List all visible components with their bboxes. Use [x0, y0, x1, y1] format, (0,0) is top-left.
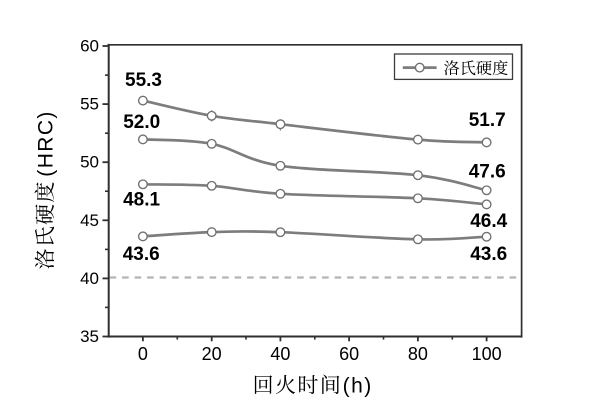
svg-text:40: 40: [80, 269, 99, 288]
svg-text:40: 40: [270, 344, 290, 364]
svg-text:60: 60: [339, 344, 359, 364]
svg-text:(h): (h): [343, 374, 373, 397]
svg-text:52.0: 52.0: [123, 112, 160, 133]
svg-text:35: 35: [80, 327, 99, 346]
svg-text:55: 55: [80, 95, 99, 114]
svg-text:43.6: 43.6: [123, 244, 160, 265]
svg-text:50: 50: [80, 153, 99, 172]
svg-text:51.7: 51.7: [469, 110, 506, 131]
svg-text:60: 60: [80, 37, 99, 56]
svg-text:47.6: 47.6: [469, 161, 506, 182]
svg-text:100: 100: [472, 344, 502, 364]
svg-text:45: 45: [80, 211, 99, 230]
svg-text:55.3: 55.3: [125, 70, 162, 91]
svg-text:46.4: 46.4: [470, 211, 507, 232]
svg-text:48.1: 48.1: [123, 190, 160, 211]
svg-text:0: 0: [138, 344, 148, 364]
svg-text:43.6: 43.6: [470, 244, 507, 265]
svg-text:80: 80: [408, 344, 428, 364]
svg-text:20: 20: [202, 344, 222, 364]
svg-text:(HRC): (HRC): [34, 110, 57, 176]
